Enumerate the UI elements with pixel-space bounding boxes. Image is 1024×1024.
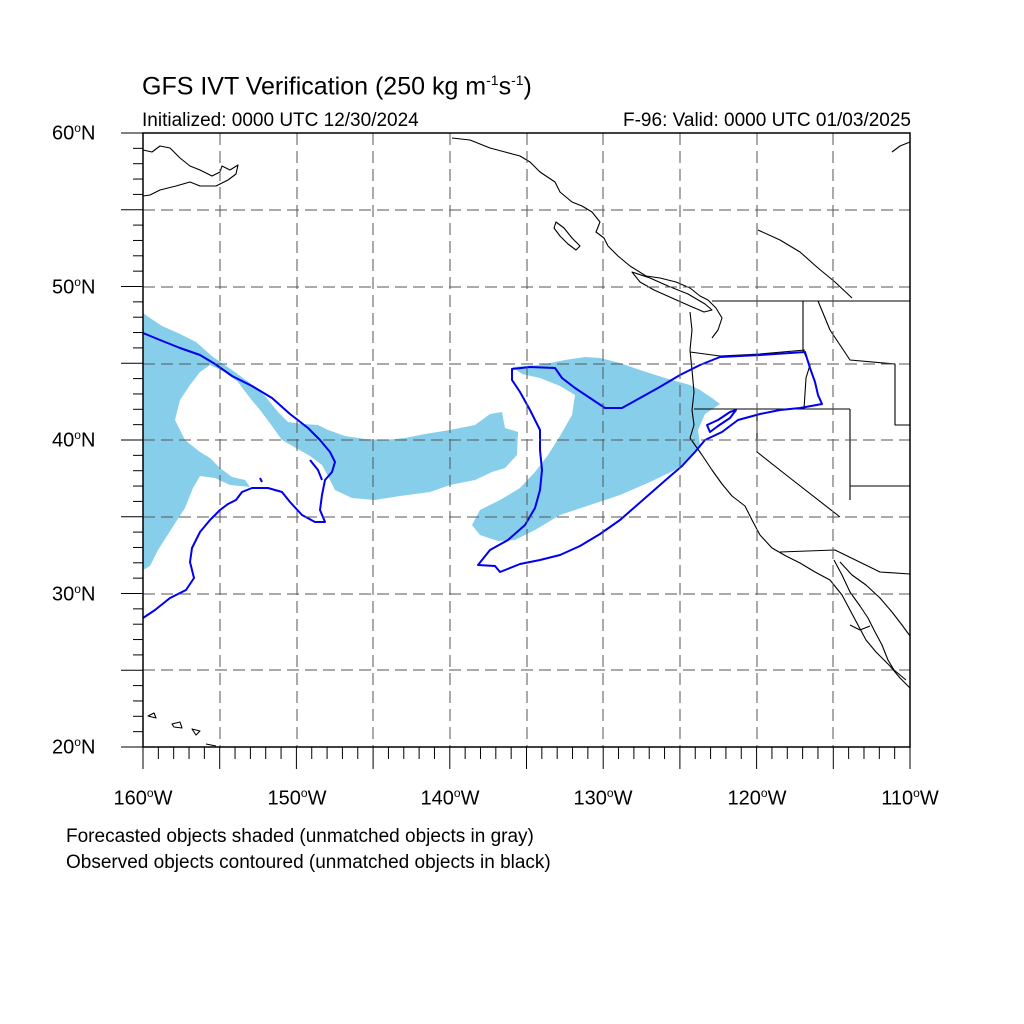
lat-label-20: 20oN [52, 735, 96, 759]
observed-objects [142, 332, 823, 619]
lat-label-60: 60oN [52, 121, 96, 145]
us-west-coast [689, 311, 911, 689]
forecast-object-east [472, 357, 720, 541]
initialized-time: Initialized: 0000 UTC 12/30/2024 [142, 110, 419, 131]
forecast-objects [143, 313, 720, 570]
lon-label-150w: 150oW [267, 786, 327, 810]
sea-of-cortez [849, 624, 871, 631]
panhandle-coast [451, 137, 609, 247]
vancouver-island [631, 271, 713, 313]
bc-coast [607, 245, 723, 339]
bc-interior-coast [757, 229, 853, 299]
observed-object-west [142, 332, 336, 619]
alaska-coast [142, 145, 239, 197]
valid-time: F-96: Valid: 0000 UTC 01/03/2025 [623, 110, 911, 131]
lon-label-160w: 160oW [113, 786, 173, 810]
forecast-object-west [143, 313, 518, 570]
haida-gwaii [553, 221, 581, 251]
axis-ticks [121, 132, 911, 769]
lat-label-40: 40oN [52, 428, 96, 452]
baja-peninsula [833, 559, 907, 681]
hawaii-islands [147, 712, 217, 747]
observed-object-west-spur [259, 459, 323, 483]
observed-object-east-inner [706, 409, 737, 433]
nevada-california-border [756, 409, 841, 518]
legend-forecast: Forecasted objects shaded (unmatched obj… [66, 826, 534, 847]
montana-idaho-border [817, 300, 910, 426]
lon-label-130w: 130oW [573, 786, 633, 810]
lon-label-140w: 140oW [420, 786, 480, 810]
lon-label-110w: 110oW [881, 786, 939, 810]
mexico-border [779, 549, 911, 575]
observed-object-east [477, 351, 823, 573]
chart-title: GFS IVT Verification (250 kg m-1s-1) [142, 72, 532, 101]
lat-label-50: 50oN [52, 275, 96, 299]
lat-label-30: 30oN [52, 582, 96, 606]
north-coast-east [891, 141, 911, 153]
legend-observed: Observed objects contoured (unmatched ob… [66, 852, 551, 873]
mexico-mainland-coast [839, 561, 911, 637]
graticule [143, 133, 910, 747]
lon-label-120w: 120oW [727, 786, 787, 810]
